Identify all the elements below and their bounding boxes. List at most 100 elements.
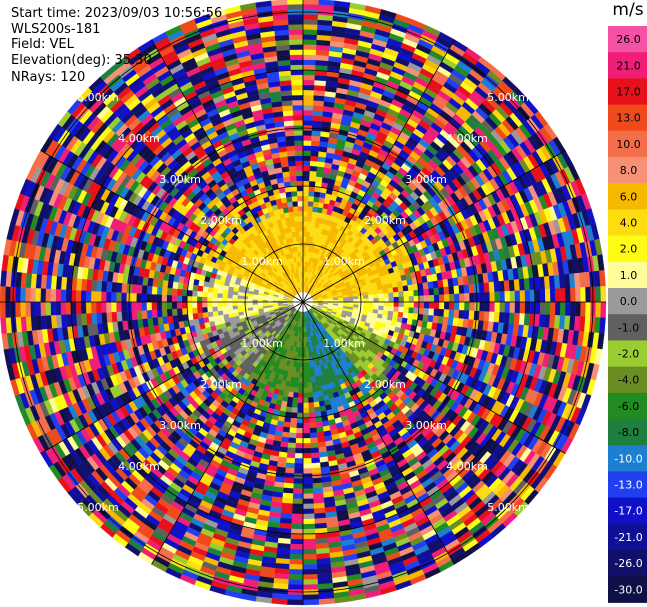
velocity-gate xyxy=(311,457,321,464)
velocity-gate xyxy=(297,407,304,414)
velocity-gate xyxy=(444,294,450,303)
velocity-gate xyxy=(302,453,312,459)
velocity-gate xyxy=(504,301,511,313)
velocity-gate xyxy=(302,94,314,101)
velocity-gate xyxy=(309,165,318,172)
velocity-gate xyxy=(544,301,551,316)
velocity-gate xyxy=(524,289,531,303)
velocity-gate xyxy=(423,308,430,316)
velocity-gate xyxy=(302,145,312,151)
velocity-gate xyxy=(443,286,450,295)
velocity-gate xyxy=(307,216,313,222)
velocity-gate xyxy=(397,311,404,318)
velocity-gate xyxy=(292,503,304,510)
velocity-gate xyxy=(483,282,490,293)
velocity-gate xyxy=(378,293,384,299)
velocity-gate xyxy=(287,396,294,403)
velocity-gate xyxy=(308,407,315,414)
velocity-gate xyxy=(580,301,586,317)
velocity-gate xyxy=(312,105,324,112)
velocity-gate xyxy=(309,175,317,182)
velocity-gate xyxy=(310,442,319,449)
velocity-gate xyxy=(402,285,409,292)
velocity-gate xyxy=(438,287,445,296)
velocity-gate xyxy=(463,284,470,294)
velocity-gate xyxy=(302,382,308,389)
velocity-gate xyxy=(313,401,320,408)
velocity-gate xyxy=(302,432,311,439)
velocity-gate xyxy=(363,294,369,299)
velocity-gate xyxy=(565,301,571,317)
velocity-gate xyxy=(534,289,541,303)
velocity-gate xyxy=(282,487,294,494)
velocity-gate xyxy=(288,564,304,570)
velocity-gate xyxy=(595,301,602,318)
velocity-gate xyxy=(383,301,390,307)
velocity-gate xyxy=(418,301,425,309)
velocity-gate xyxy=(433,301,440,310)
velocity-gate xyxy=(439,294,445,303)
velocity-gate xyxy=(388,297,395,303)
velocity-gate xyxy=(293,382,299,388)
velocity-gate xyxy=(302,39,317,45)
velocity-gate xyxy=(302,543,317,550)
velocity-gate xyxy=(291,407,298,414)
velocity-gate xyxy=(489,301,496,313)
velocity-gate xyxy=(509,290,516,303)
velocity-gate xyxy=(295,438,304,444)
velocity-gate xyxy=(453,309,460,319)
velocity-gate xyxy=(302,564,318,570)
velocity-gate xyxy=(519,290,526,303)
velocity-gate xyxy=(302,407,309,414)
velocity-gate xyxy=(309,432,318,439)
velocity-gate xyxy=(428,294,435,303)
velocity-gate xyxy=(580,287,586,303)
velocity-gate xyxy=(302,44,317,50)
velocity-gate xyxy=(302,200,309,207)
velocity-gate xyxy=(423,295,430,303)
velocity-gate xyxy=(294,458,304,464)
velocity-gate xyxy=(408,301,415,308)
velocity-gate xyxy=(302,508,315,515)
velocity-gate xyxy=(302,559,317,565)
velocity-gate xyxy=(302,523,316,530)
velocity-gate xyxy=(302,488,314,495)
velocity-gate xyxy=(469,292,475,303)
velocity-gate xyxy=(308,180,316,187)
velocity-gate xyxy=(539,289,546,303)
velocity-gate xyxy=(289,559,304,565)
velocity-gate xyxy=(302,19,318,25)
velocity-gate xyxy=(312,206,319,213)
velocity-gate xyxy=(292,392,299,398)
velocity-gate xyxy=(289,548,304,555)
velocity-gate xyxy=(468,283,475,294)
velocity-gate xyxy=(302,584,319,590)
velocity-gate xyxy=(293,387,299,393)
velocity-gate xyxy=(289,554,304,560)
velocity-gate xyxy=(392,286,399,293)
velocity-gate xyxy=(309,170,317,177)
velocity-gate xyxy=(308,195,315,202)
velocity-gate xyxy=(297,402,304,409)
velocity-gate xyxy=(302,135,312,141)
velocity-gate xyxy=(398,291,405,298)
velocity-gate xyxy=(372,290,379,295)
velocity-gate xyxy=(383,306,389,312)
velocity-gate xyxy=(310,447,319,454)
velocity-gate xyxy=(302,109,314,116)
velocity-gate xyxy=(408,307,415,314)
velocity-gate xyxy=(302,155,311,161)
velocity-gate xyxy=(600,301,607,319)
velocity-gate xyxy=(302,120,313,126)
velocity-gate xyxy=(302,170,311,177)
velocity-gate xyxy=(463,310,470,320)
velocity-gate xyxy=(368,301,374,306)
velocity-gate xyxy=(539,301,546,315)
velocity-gate xyxy=(307,387,313,393)
velocity-gate xyxy=(302,579,318,585)
velocity-gate xyxy=(382,288,389,294)
velocity-gate xyxy=(287,594,304,601)
velocity-gate xyxy=(307,206,314,212)
velocity-gate xyxy=(311,467,322,474)
